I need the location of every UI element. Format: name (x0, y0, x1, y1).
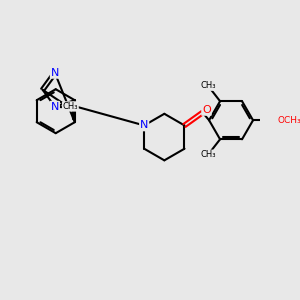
Text: CH₃: CH₃ (201, 81, 216, 90)
Text: N: N (51, 102, 59, 112)
Text: N: N (140, 120, 148, 130)
Text: OCH₃: OCH₃ (278, 116, 300, 125)
Text: CH₃: CH₃ (201, 150, 216, 159)
Text: O: O (202, 105, 211, 115)
Text: N: N (51, 68, 59, 78)
Text: CH₃: CH₃ (63, 102, 78, 111)
